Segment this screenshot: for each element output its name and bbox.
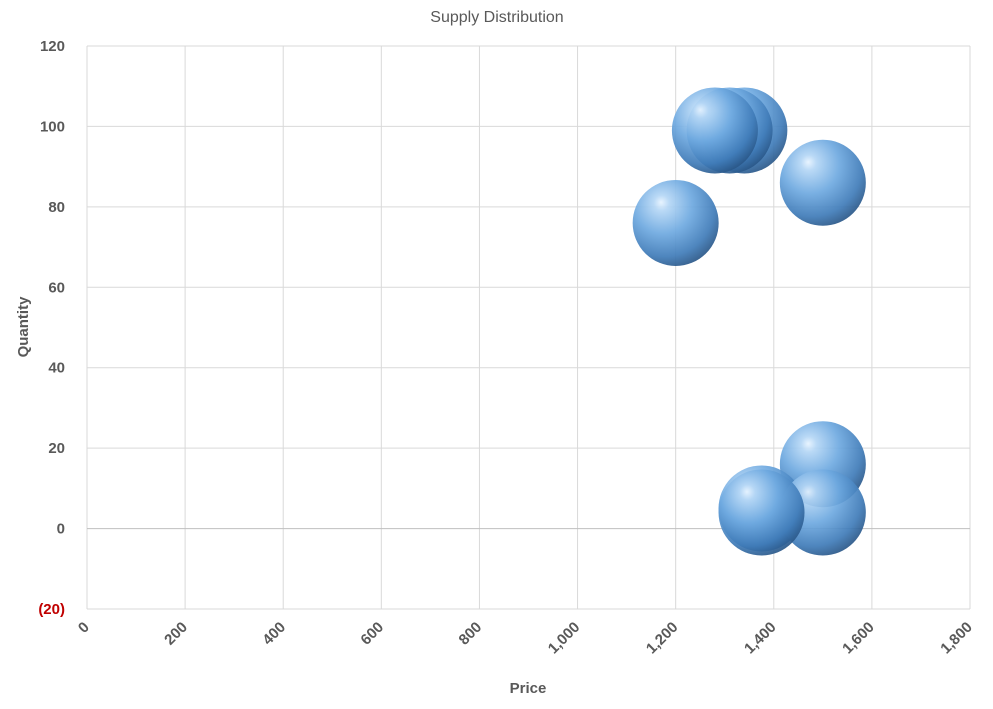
y-tick-label: 40 — [48, 360, 65, 377]
y-tick-label: 0 — [57, 521, 65, 538]
x-tick-label: 1,600 — [839, 619, 878, 658]
x-tick-label: 1,400 — [741, 619, 780, 658]
x-tick-label: 1,200 — [643, 619, 682, 658]
x-axis-ticks: 0 200 400 600 800 1,000 1,200 1,400 1,600 1,800 — [75, 619, 976, 658]
bubble-point[interactable] — [632, 179, 719, 266]
y-tick-label: 100 — [40, 118, 65, 135]
bubbles — [632, 87, 866, 556]
bubble-point[interactable] — [718, 469, 805, 556]
x-tick-label: 1,800 — [937, 619, 976, 658]
y-tick-label: 20 — [48, 440, 65, 457]
x-tick-label: 1,000 — [545, 619, 584, 658]
x-tick-label: 200 — [161, 619, 191, 649]
x-tick-label: 400 — [259, 619, 289, 649]
x-tick-label: 600 — [357, 619, 387, 649]
bubble-point[interactable] — [779, 469, 866, 556]
x-tick-label: 0 — [75, 619, 93, 637]
y-axis-title: Quantity — [15, 296, 32, 357]
y-tick-label: 60 — [48, 279, 65, 296]
y-tick-label: 120 — [40, 38, 65, 55]
y-axis-ticks: (20) 0 20 40 60 80 100 120 — [38, 38, 65, 618]
y-tick-label: (20) — [38, 601, 65, 618]
x-axis-title: Price — [510, 680, 547, 697]
x-tick-label: 800 — [456, 619, 486, 649]
chart-title: Supply Distribution — [430, 9, 563, 26]
bubble-point[interactable] — [779, 139, 866, 226]
bubble-point[interactable] — [671, 87, 758, 174]
y-tick-label: 80 — [48, 199, 65, 216]
